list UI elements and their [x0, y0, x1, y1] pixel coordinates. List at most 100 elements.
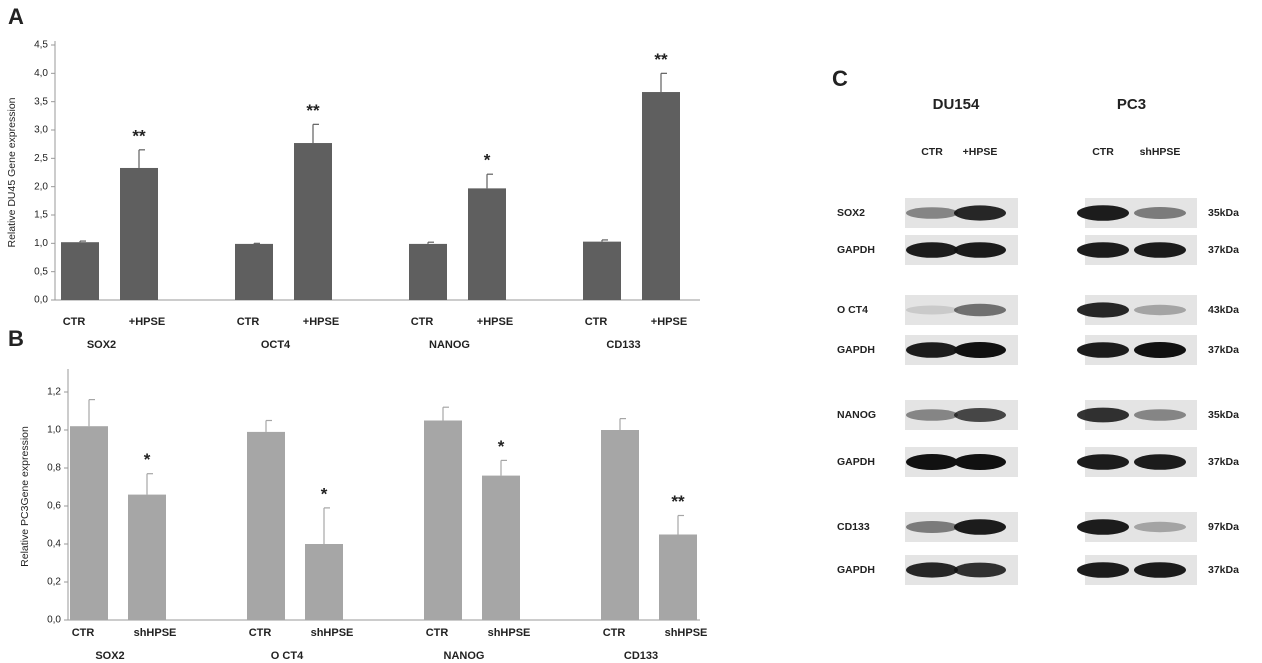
size-label: 35kDa [1208, 207, 1239, 219]
band [1077, 342, 1129, 358]
bar [61, 242, 99, 300]
band [906, 242, 958, 258]
bar-label: CTR [603, 627, 626, 639]
y-tick-label: 4,5 [34, 40, 48, 51]
band [906, 521, 958, 533]
bar-label: +HPSE [651, 316, 687, 328]
band [954, 519, 1006, 535]
bar-label: shHPSE [134, 627, 177, 639]
group-label: OCT4 [261, 339, 291, 351]
group-label: SOX2 [95, 650, 124, 662]
bar [424, 420, 462, 620]
band [954, 242, 1006, 258]
band [906, 207, 958, 219]
y-tick-label: 0,8 [47, 463, 61, 474]
band [1134, 207, 1186, 219]
bar [305, 544, 343, 620]
group-label: NANOG [429, 339, 470, 351]
group-label: CD133 [606, 339, 640, 351]
band [906, 562, 958, 578]
bar [601, 430, 639, 620]
band [1134, 304, 1186, 316]
band [906, 409, 958, 421]
y-tick-label: 1,0 [47, 425, 61, 436]
bar [468, 188, 506, 300]
band [1134, 242, 1186, 258]
bar [659, 534, 697, 620]
bar-label: CTR [72, 627, 95, 639]
bar-label: CTR [585, 316, 608, 328]
bar [409, 243, 447, 300]
bar [583, 241, 621, 300]
panel-label: C [832, 66, 848, 91]
significance: * [321, 484, 328, 503]
significance: ** [671, 492, 685, 511]
y-tick-label: 3,5 [34, 96, 48, 107]
band [1134, 454, 1186, 470]
size-label: 37kDa [1208, 244, 1239, 256]
cell-line: PC3 [1117, 96, 1146, 113]
y-tick-label: 2,0 [34, 181, 48, 192]
size-label: 37kDa [1208, 344, 1239, 356]
lane-label: shHPSE [1140, 146, 1181, 158]
y-tick-label: 0,5 [34, 266, 48, 277]
protein-label: GAPDH [837, 344, 875, 356]
significance: * [484, 151, 491, 170]
y-tick-label: 1,0 [34, 238, 48, 249]
bar-label: CTR [237, 316, 260, 328]
band [954, 303, 1006, 317]
band [1134, 562, 1186, 578]
bar-label: +HPSE [129, 316, 165, 328]
significance: ** [654, 50, 668, 69]
y-tick-label: 3,0 [34, 125, 48, 136]
y-tick-label: 0,6 [47, 501, 61, 512]
band [906, 305, 958, 315]
band [1134, 409, 1186, 421]
y-axis-label: Relative PC3Gene expression [19, 426, 31, 567]
bar [482, 475, 520, 620]
bar-label: +HPSE [477, 316, 513, 328]
bar [120, 167, 158, 300]
group-label: NANOG [444, 650, 485, 662]
y-tick-label: 1,2 [47, 387, 61, 398]
protein-label: O CT4 [837, 304, 868, 316]
bar [247, 431, 285, 620]
group-label: SOX2 [87, 339, 116, 351]
protein-label: GAPDH [837, 244, 875, 256]
bar-label: CTR [426, 627, 449, 639]
band [1077, 519, 1129, 535]
bar [642, 92, 680, 301]
band [954, 454, 1006, 470]
panel-label: A [8, 4, 24, 29]
band [954, 342, 1006, 358]
significance: ** [132, 126, 146, 145]
band [1077, 454, 1129, 470]
bar-label: +HPSE [303, 316, 339, 328]
band [906, 342, 958, 358]
bar-label: CTR [411, 316, 434, 328]
panel-label: B [8, 326, 24, 351]
y-axis-label: Relative DU45 Gene expression [6, 97, 18, 247]
bar-label: CTR [63, 316, 86, 328]
band [954, 408, 1006, 422]
significance: * [498, 437, 505, 456]
size-label: 97kDa [1208, 521, 1239, 533]
y-tick-label: 0,0 [47, 615, 61, 626]
cell-line: DU154 [933, 96, 980, 113]
bar [235, 243, 273, 300]
size-label: 37kDa [1208, 564, 1239, 576]
bar [70, 426, 108, 620]
y-tick-label: 2,5 [34, 153, 48, 164]
group-label: O CT4 [271, 650, 304, 662]
y-tick-label: 4,0 [34, 68, 48, 79]
protein-label: CD133 [837, 521, 870, 533]
bar-label: shHPSE [488, 627, 531, 639]
protein-label: GAPDH [837, 564, 875, 576]
lane-label: CTR [921, 146, 943, 158]
lane-label: +HPSE [963, 146, 998, 158]
band [954, 562, 1006, 578]
band [1077, 242, 1129, 258]
lane-label: CTR [1092, 146, 1114, 158]
y-tick-label: 0,0 [34, 295, 48, 306]
